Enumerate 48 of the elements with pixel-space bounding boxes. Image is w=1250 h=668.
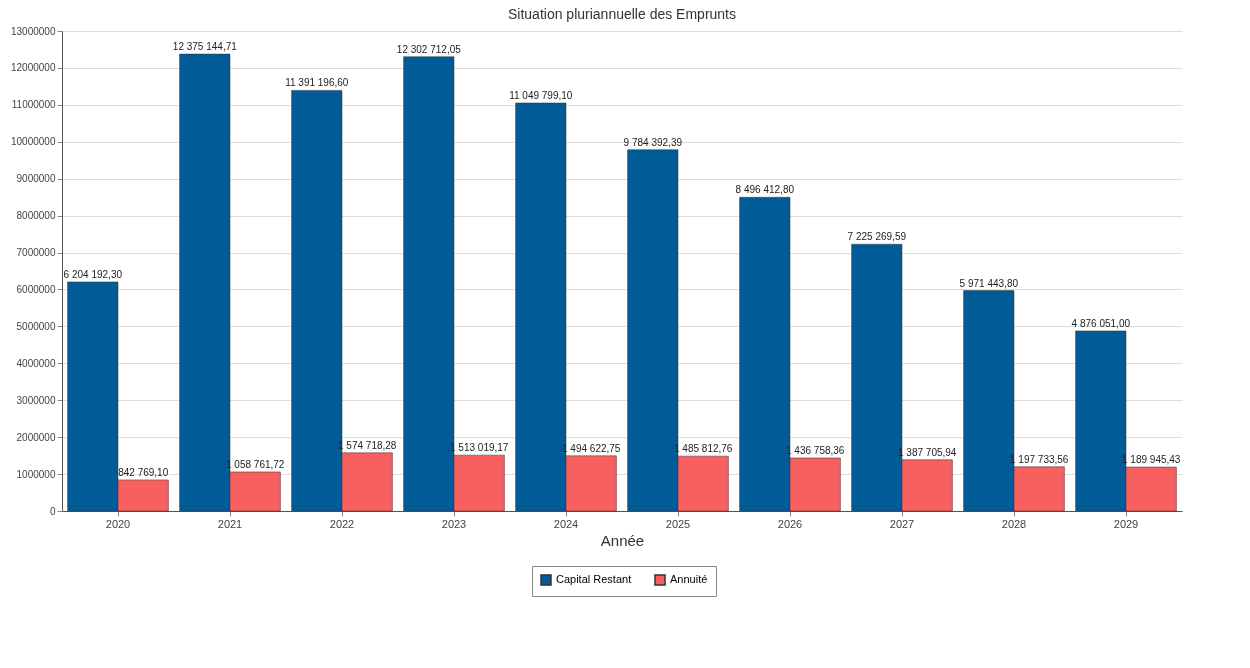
- y-tick-label: 11000000: [11, 99, 56, 111]
- data-label: 1 197 733,56: [1010, 453, 1069, 465]
- data-label: 12 375 144,71: [172, 41, 238, 53]
- data-label: 7 225 269,59: [847, 231, 907, 243]
- x-tick-label: 2024: [553, 517, 579, 530]
- data-label: 9 784 392,39: [623, 136, 683, 148]
- data-label: 11 049 799,10: [509, 90, 573, 102]
- data-label: 12 302 712,05: [396, 43, 462, 55]
- legend-label: Annuité: [670, 573, 708, 585]
- y-tick-label: 4000000: [16, 357, 56, 369]
- data-label: 11 391 196,60: [285, 77, 349, 89]
- data-label: 1 387 705,94: [898, 446, 957, 458]
- data-label: 1 574 718,28: [338, 439, 397, 451]
- x-tick-label: 2021: [217, 517, 243, 530]
- data-label: 842 769,10: [118, 466, 169, 478]
- y-tick-label: 2000000: [16, 431, 56, 443]
- x-tick-label: 2020: [105, 517, 131, 530]
- data-label: 6 204 192,30: [63, 268, 123, 280]
- y-tick-label: 13000000: [11, 25, 56, 37]
- y-tick-label: 5000000: [16, 320, 56, 332]
- y-tick-label: 12000000: [11, 62, 56, 74]
- x-tick-label: 2029: [1113, 517, 1139, 530]
- data-label: 1 513 019,17: [450, 442, 509, 454]
- x-tick-label: 2022: [329, 517, 355, 530]
- data-label: 5 971 443,80: [959, 277, 1019, 289]
- data-label: 1 058 761,72: [226, 458, 285, 470]
- x-tick-label: 2027: [889, 517, 915, 530]
- data-label: 1 485 812,76: [674, 443, 733, 455]
- y-tick-label: 3000000: [16, 394, 56, 406]
- y-tick-label: 7000000: [16, 247, 56, 259]
- data-label: 1 494 622,75: [562, 442, 621, 454]
- x-tick-label: 2028: [1001, 517, 1027, 530]
- data-label: 1 189 945,43: [1122, 454, 1181, 466]
- y-tick-label: 6000000: [16, 283, 56, 295]
- x-axis-title: Année: [600, 531, 645, 549]
- x-tick-label: 2023: [441, 517, 467, 530]
- y-tick-label: 10000000: [11, 136, 56, 148]
- y-tick-label: 1000000: [16, 468, 56, 480]
- data-label: 4 876 051,00: [1071, 317, 1131, 329]
- data-label: 8 496 412,80: [735, 184, 795, 196]
- legend-label: Capital Restant: [556, 573, 632, 585]
- data-label: 1 436 758,36: [786, 444, 845, 456]
- y-tick-label: 0: [49, 505, 56, 517]
- y-tick-label: 8000000: [16, 210, 56, 222]
- y-tick-label: 9000000: [16, 173, 56, 185]
- x-tick-label: 2025: [665, 517, 691, 530]
- chart-title: Situation pluriannuelle des Emprunts: [507, 6, 737, 22]
- x-tick-label: 2026: [777, 517, 803, 530]
